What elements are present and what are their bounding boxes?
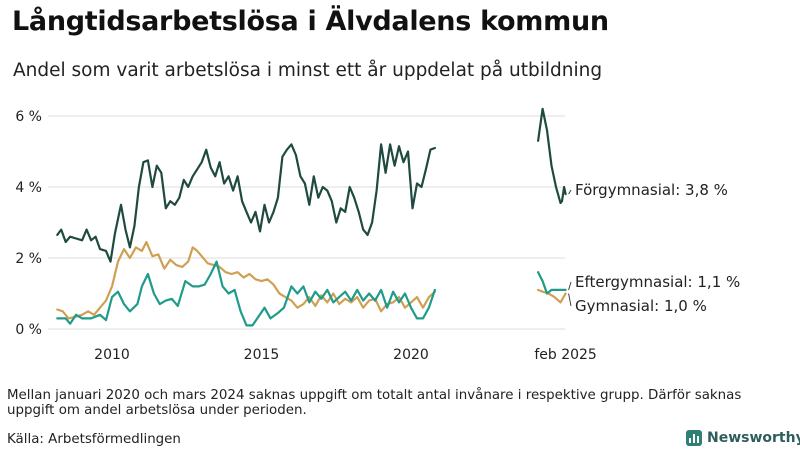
chart-note: Mellan januari 2020 och mars 2024 saknas… bbox=[7, 388, 742, 418]
chart-subtitle: Andel som varit arbetslösa i minst ett å… bbox=[13, 60, 603, 81]
chart-source: Källa: Arbetsförmedlingen bbox=[7, 432, 181, 447]
y-tick-label: 2 % bbox=[15, 251, 42, 267]
x-tick-label: 2020 bbox=[393, 347, 429, 363]
brand-logo: Newsworthy bbox=[686, 428, 800, 448]
label-leader bbox=[568, 293, 572, 307]
series-end-label: Förgymnasial: 3,8 % bbox=[575, 181, 728, 199]
series-end-label: Gymnasial: 1,0 % bbox=[575, 297, 707, 315]
series-end-label: Eftergymnasial: 1,1 % bbox=[575, 273, 740, 291]
y-tick-label: 4 % bbox=[15, 180, 42, 196]
series-line-förgymnasial bbox=[537, 107, 567, 205]
chart-title: Långtidsarbetslösa i Älvdalens kommun bbox=[12, 6, 609, 37]
y-tick-label: 6 % bbox=[15, 109, 42, 125]
label-leader bbox=[568, 281, 572, 291]
x-tick-label: feb 2025 bbox=[534, 347, 597, 363]
newsworthy-icon bbox=[686, 430, 702, 446]
series-line-gymnasial bbox=[537, 288, 567, 304]
x-tick-label: 2015 bbox=[244, 347, 280, 363]
line-chart: 0 % 2 % 4 % 6 % 2010 2015 2020 feb 2025 Förgymna… bbox=[15, 107, 740, 363]
series-line-eftergymnasial bbox=[56, 260, 436, 327]
series-line-eftergymnasial bbox=[537, 271, 567, 295]
brand-name: Newsworthy bbox=[707, 430, 800, 446]
x-tick-label: 2010 bbox=[94, 347, 130, 363]
y-tick-label: 0 % bbox=[15, 322, 42, 338]
series-line-förgymnasial bbox=[56, 143, 436, 263]
series-line-gymnasial bbox=[56, 240, 436, 320]
label-leader bbox=[568, 189, 572, 195]
